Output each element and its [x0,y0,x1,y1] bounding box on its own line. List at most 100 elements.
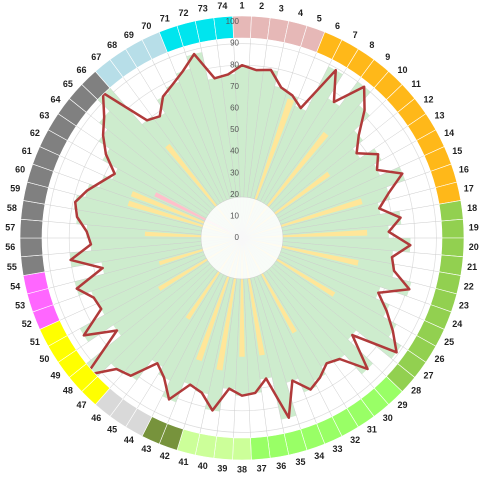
category-label: 28 [411,386,421,396]
category-label: 56 [5,242,15,252]
bar-wedge [242,238,317,393]
category-label: 59 [10,183,20,193]
category-label: 70 [141,21,151,31]
bar-wedge [166,81,242,239]
category-label: 16 [459,164,469,174]
category-label: 29 [398,400,408,410]
category-label: 3 [279,4,284,14]
category-label: 5 [317,14,322,24]
category-label: 20 [469,242,479,252]
bar-wedge [80,238,242,382]
category-label: 44 [124,435,134,445]
ring-segment [213,15,234,40]
category-label: 25 [444,337,454,347]
category-label: 63 [39,111,49,121]
r-tick-label: 40 [230,147,239,156]
category-label: 43 [141,444,151,454]
bar-wedge [242,238,297,420]
category-label: 34 [314,451,324,461]
bar-wedge [186,52,242,239]
bar-wedge [242,148,382,238]
category-label: 4 [298,8,303,18]
category-label: 18 [467,203,477,213]
ring-segment [438,200,464,222]
category-label: 22 [464,281,474,291]
r-tick-label: 50 [230,125,239,134]
r-tick-label: 70 [230,82,239,91]
category-label: 2 [259,1,264,11]
bar-wedge [124,238,242,381]
bar-wedge [98,129,243,238]
bar-wedge [242,238,390,318]
category-label: 57 [5,223,15,233]
category-label: 48 [63,386,73,396]
r-tick-label: 0 [235,233,240,242]
category-label: 6 [335,21,340,31]
category-label: 39 [217,464,227,474]
category-label: 12 [424,94,434,104]
category-label: 9 [385,52,390,62]
category-label: 27 [424,370,434,380]
category-label: 30 [383,413,393,423]
category-label: 1 [239,0,244,10]
category-label: 10 [398,65,408,75]
bar-wedge [74,238,242,296]
r-tick-label: 20 [230,190,239,199]
category-label: 72 [179,8,189,18]
bar-wedge [175,68,242,239]
category-label: 68 [107,40,117,50]
r-tick-label: 90 [230,39,239,48]
category-label: 55 [7,262,17,272]
category-label: 26 [435,354,445,364]
category-label: 74 [217,1,227,11]
category-label: 14 [444,128,454,138]
category-label: 45 [107,425,117,435]
category-label: 47 [76,400,86,410]
category-label: 42 [160,451,170,461]
category-label: 64 [50,94,60,104]
category-label: 66 [76,65,86,75]
category-label: 58 [7,203,17,213]
category-label: 73 [198,4,208,14]
bar-wedge [242,66,343,238]
bar-wedge [102,148,242,238]
ring-segment [20,254,46,276]
r-tick-label: 60 [230,104,239,113]
category-label: 35 [295,457,305,467]
ring-segment [250,15,271,40]
category-label: 32 [350,435,360,445]
bar-wedge [111,238,242,375]
r-tick-label: 10 [230,212,239,221]
bar-wedge [96,87,243,238]
category-label: 40 [198,461,208,471]
bar-wedge [158,238,242,381]
category-label: 17 [464,183,474,193]
category-label: 37 [257,464,267,474]
ring-segment [19,218,44,239]
r-tick-label: 80 [230,60,239,69]
bar-wedge [234,65,250,238]
ring-segment [440,237,465,258]
category-label: 13 [435,111,445,121]
ring-segment [440,218,465,239]
category-label: 46 [91,413,101,423]
ring-segment [19,237,44,258]
r-tick-label: 30 [230,168,239,177]
category-label: 60 [15,164,25,174]
category-label: 54 [10,281,20,291]
category-label: 23 [459,300,469,310]
category-label: 33 [333,444,343,454]
category-label: 15 [452,146,462,156]
category-label: 41 [179,457,189,467]
category-label: 24 [452,319,462,329]
category-label: 53 [15,300,25,310]
category-label: 69 [124,30,134,40]
category-label: 19 [469,223,479,233]
category-label: 71 [160,14,170,24]
bar-wedge [242,238,402,359]
category-label: 31 [367,425,377,435]
category-label: 65 [63,79,73,89]
category-label: 62 [30,128,40,138]
ring-segment [250,436,271,461]
ring-segment [232,437,252,461]
